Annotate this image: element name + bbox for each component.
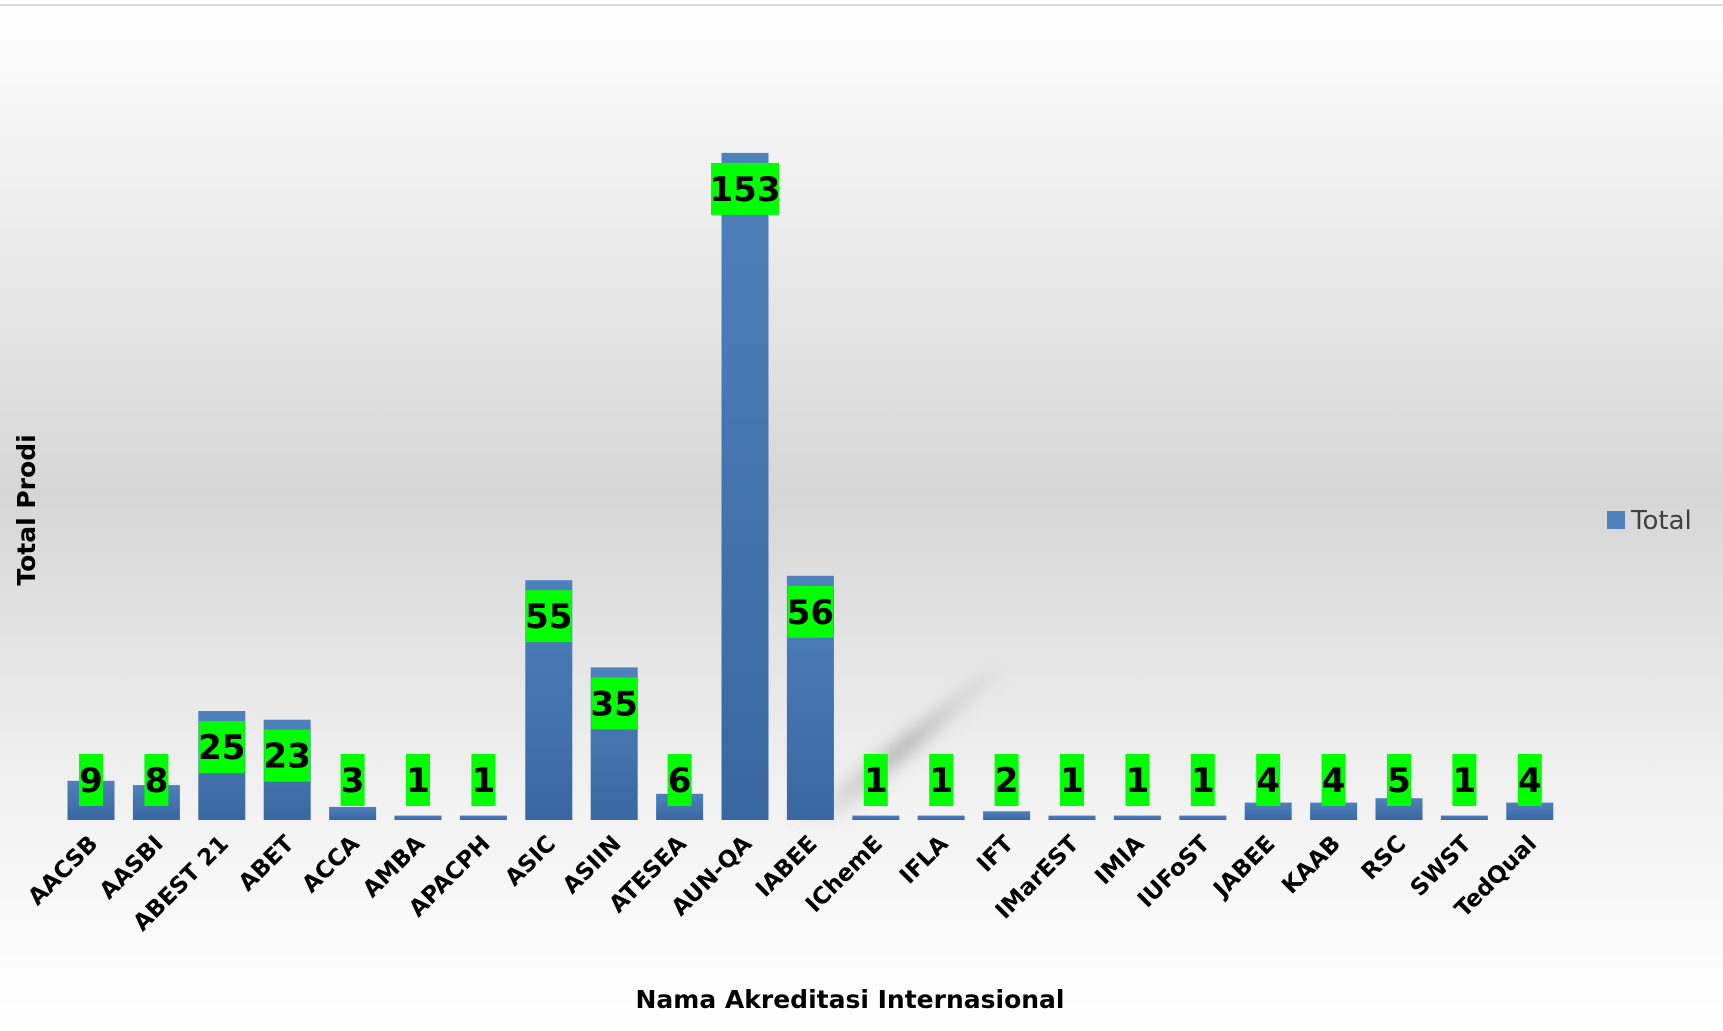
data-label-text: 1: [406, 761, 430, 801]
bar-acca: [329, 806, 377, 820]
y-axis-title: Total Prodi: [12, 434, 41, 585]
data-label-text: 23: [264, 737, 311, 777]
data-label: 55: [525, 590, 572, 643]
bar-swst: [1440, 815, 1488, 820]
data-label: 8: [144, 754, 169, 806]
bar-kaab: [1310, 802, 1358, 820]
bar-tedqual: [1506, 802, 1554, 820]
data-label-text: 55: [525, 597, 572, 637]
data-label-text: 56: [787, 593, 834, 633]
data-label: 1: [1125, 754, 1150, 806]
data-labels-group: 9 8 25 23 3 1 1 55 35 6 153 56 1 1 2 1 1 1 4 4 5 1 4: [79, 162, 1542, 806]
data-label: 3: [340, 754, 365, 806]
data-label-background: [406, 754, 430, 806]
data-label-background: [1060, 754, 1084, 806]
data-label-text: 1: [1453, 761, 1477, 801]
data-label-background: [1387, 754, 1411, 806]
data-label-text: 2: [995, 761, 1019, 801]
data-label-background: [79, 754, 103, 806]
data-label-background: [1190, 754, 1215, 806]
data-label-background: [264, 729, 311, 782]
data-label: 1: [471, 754, 496, 806]
data-label-background: [591, 677, 638, 730]
bar-jabee: [1244, 802, 1292, 820]
bar-apacph: [459, 815, 507, 820]
data-label-text: 25: [198, 728, 245, 768]
data-label-background: [994, 754, 1019, 806]
data-label-background: [198, 721, 245, 773]
data-label: 5: [1387, 754, 1411, 806]
data-label-text: 1: [472, 761, 496, 801]
data-label: 4: [1256, 754, 1281, 806]
bar-aun-qa: [721, 152, 769, 820]
data-label-background: [863, 754, 888, 806]
legend: Total: [1607, 506, 1692, 536]
legend-swatch: [1607, 511, 1625, 529]
data-label-background: [340, 754, 365, 806]
data-label-background: [787, 585, 834, 638]
data-label: 9: [79, 754, 103, 806]
bar-ift: [983, 811, 1031, 820]
bar-ifla: [917, 815, 965, 820]
data-label-text: 1: [1191, 761, 1215, 801]
data-label-text: 153: [710, 170, 781, 210]
data-label: 153: [710, 162, 781, 215]
data-label: 25: [198, 721, 245, 773]
data-label: 1: [406, 754, 430, 806]
bar-iufost: [1179, 815, 1227, 820]
data-label: 1: [863, 754, 888, 806]
data-label: 1: [929, 754, 954, 806]
bar-icheme: [852, 815, 900, 820]
data-label-background: [525, 590, 572, 643]
data-label-text: 1: [1060, 761, 1084, 801]
legend-label: Total: [1630, 506, 1692, 536]
data-label-text: 35: [591, 684, 638, 724]
data-label-background: [1321, 754, 1346, 806]
data-label-background: [667, 754, 692, 806]
data-label: 4: [1517, 754, 1542, 806]
data-label-text: 1: [929, 761, 953, 801]
data-label-text: 4: [1518, 761, 1542, 801]
data-label-background: [711, 162, 779, 215]
data-label: 56: [787, 585, 834, 638]
data-label-background: [144, 754, 169, 806]
data-label-background: [471, 754, 496, 806]
data-label: 6: [667, 754, 692, 806]
data-label-background: [1452, 754, 1477, 806]
data-label-background: [1517, 754, 1542, 806]
data-label-text: 1: [1126, 761, 1150, 801]
data-label-background: [1256, 754, 1281, 806]
data-label: 1: [1190, 754, 1215, 806]
bar-imarest: [1048, 815, 1096, 820]
data-label: 1: [1452, 754, 1477, 806]
data-label-text: 8: [145, 761, 169, 801]
data-label-text: 1: [864, 761, 888, 801]
data-label: 35: [591, 677, 638, 730]
data-label-text: 3: [341, 761, 365, 801]
data-label-background: [1125, 754, 1150, 806]
data-label-background: [929, 754, 954, 806]
data-label-text: 4: [1256, 761, 1280, 801]
bar-amba: [394, 815, 442, 820]
data-label: 1: [1060, 754, 1084, 806]
x-axis-title: Nama Akreditasi Internasional: [636, 985, 1065, 1014]
data-label-text: 5: [1387, 761, 1411, 801]
data-label-text: 4: [1322, 761, 1346, 801]
data-label: 23: [264, 729, 311, 782]
data-label: 2: [994, 754, 1019, 806]
data-label-text: 6: [668, 761, 692, 801]
decorative-shadow: [790, 665, 1005, 822]
data-label-text: 9: [79, 761, 103, 801]
bar-imia: [1113, 815, 1161, 820]
data-label: 4: [1321, 754, 1346, 806]
